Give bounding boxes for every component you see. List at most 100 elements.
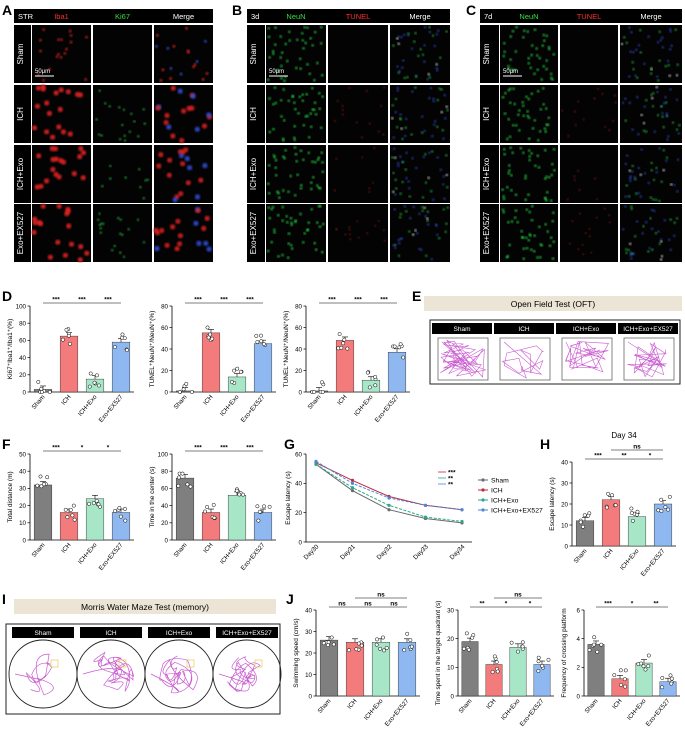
cell-spot: [391, 156, 394, 159]
bar: [319, 639, 339, 697]
micrograph-tile: [620, 204, 682, 262]
cell-spot: [567, 135, 570, 137]
cell-spot: [650, 227, 654, 231]
mwm-platform: [254, 659, 263, 668]
data-point: [659, 509, 664, 513]
data-point: [255, 340, 260, 344]
data-point: [509, 640, 514, 645]
cell-spot: [552, 53, 556, 56]
cell-spot: [398, 216, 402, 219]
data-point: [666, 507, 671, 512]
y-tick-label: 6: [577, 607, 581, 614]
cell-spot: [392, 244, 395, 247]
cell-spot: [119, 251, 122, 254]
cell-spot: [627, 195, 631, 198]
data-point: [612, 673, 617, 678]
cell-spot: [99, 231, 103, 234]
cell-spot: [142, 241, 146, 244]
cell-spot: [631, 128, 634, 131]
cell-spot: [660, 180, 663, 183]
cell-spot: [429, 189, 433, 193]
cell-spot: [373, 146, 376, 149]
sig-label: *: [649, 453, 652, 460]
cell-spot: [280, 51, 284, 54]
cell-spot: [423, 129, 426, 133]
mwm-tracks: Sham ICH ICH+Exo ICH+Exo+EX527: [8, 627, 282, 709]
cell-spot: [643, 105, 646, 108]
cell-spot: [391, 104, 394, 107]
cell-spot: [313, 101, 317, 105]
cell-spot: [309, 125, 313, 129]
micrograph-tile: [93, 145, 152, 203]
cell-spot: [85, 35, 89, 39]
chart-title: Day 34: [611, 431, 637, 440]
cell-spot: [78, 244, 84, 250]
cell-spot: [442, 175, 445, 178]
cell-spot: [299, 149, 303, 152]
cell-spot: [661, 115, 664, 118]
cell-spot: [404, 126, 407, 129]
oft-arena: [623, 337, 675, 381]
cell-spot: [401, 180, 404, 184]
tile-bg: [390, 145, 450, 203]
cell-spot: [336, 99, 339, 102]
cell-spot: [510, 68, 514, 71]
micrograph-tile: [328, 145, 388, 203]
data-point: [669, 676, 674, 681]
cell-spot: [394, 156, 397, 159]
cell-spot: [101, 184, 104, 188]
cell-spot: [282, 155, 285, 158]
cell-spot: [320, 151, 324, 154]
y-tick-label: 20: [161, 520, 168, 527]
mwm-track-path: [150, 655, 198, 694]
tile-bg: [328, 145, 388, 203]
y-axis-title: TUNEL⁺NeuN⁺/NeuN⁺(%): [149, 311, 156, 388]
data-point: [45, 475, 50, 480]
data-point: [205, 325, 210, 330]
cell-spot: [170, 133, 176, 139]
cell-spot: [308, 72, 312, 76]
cell-spot: [319, 186, 322, 190]
data-point: [92, 380, 97, 385]
cell-spot: [164, 112, 170, 119]
cell-spot: [445, 105, 448, 109]
cell-spot: [408, 195, 412, 198]
mwm-group-bar: [216, 627, 278, 638]
cell-spot: [303, 26, 306, 29]
data-point: [97, 383, 101, 388]
row-label: ICH+Exo: [482, 157, 491, 190]
cell-spot: [546, 230, 549, 233]
y-axis-title: Total distance (m): [7, 471, 14, 522]
cell-spot: [299, 187, 303, 190]
cell-spot: [306, 26, 309, 30]
data-point: [466, 647, 471, 652]
data-point: [618, 668, 623, 673]
cell-spot: [426, 223, 430, 226]
cell-spot: [442, 137, 445, 140]
cell-spot: [523, 29, 526, 33]
cell-spot: [413, 40, 416, 43]
data-point: [39, 484, 44, 489]
cell-spot: [274, 158, 278, 162]
data-point: [663, 505, 668, 510]
cell-spot: [366, 232, 369, 235]
cell-spot: [282, 139, 285, 142]
cell-spot: [427, 73, 430, 76]
bar: [509, 647, 527, 697]
data-point: [122, 336, 127, 341]
cell-spot: [397, 162, 400, 165]
y-tick-label: 20: [295, 510, 302, 517]
cell-spot: [550, 76, 553, 80]
cell-spot: [60, 159, 67, 165]
cell-spot: [526, 30, 530, 33]
cell-spot: [440, 110, 443, 114]
cell-spot: [127, 228, 130, 231]
cell-spot: [677, 132, 681, 135]
cell-spot: [305, 92, 309, 96]
series-point: [387, 508, 391, 512]
cell-spot: [577, 100, 580, 103]
micrograph-tile: [560, 25, 618, 83]
cell-spot: [541, 44, 545, 47]
cell-spot: [36, 153, 42, 159]
cell-spot: [185, 26, 188, 30]
